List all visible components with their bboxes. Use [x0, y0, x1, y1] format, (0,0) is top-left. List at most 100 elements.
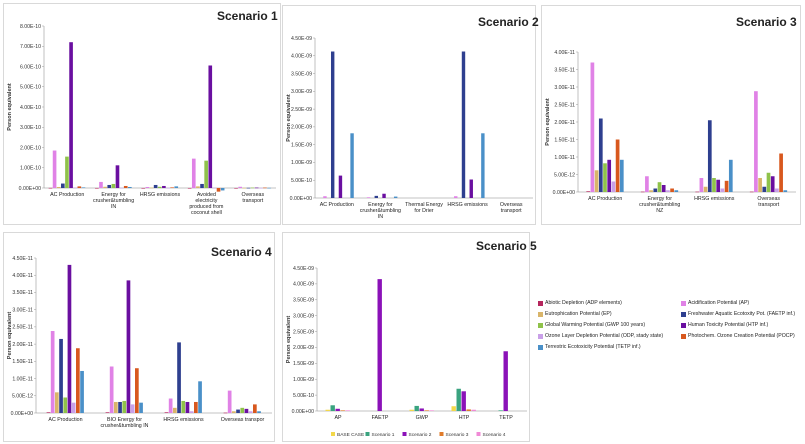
bar-odp	[189, 411, 194, 413]
chart-panel-scenario-2: 0.00E+00 5.00E-10 1.00E-09 1.50E-09 2.00E-09…	[282, 5, 539, 225]
bar-gwp	[181, 400, 186, 413]
y-tick-label: 1.00E-09	[291, 160, 312, 166]
bar-faetp	[374, 195, 378, 198]
bar-acidification	[590, 62, 595, 192]
bar-tetp	[481, 133, 485, 198]
bar-acidification	[754, 91, 758, 192]
legend-label: Ozone Layer Depletion Potential (ODP, st…	[545, 333, 664, 339]
y-tick-label: 5.00E-10	[20, 85, 41, 91]
bar-htp	[607, 159, 612, 192]
legend-swatch	[681, 322, 686, 328]
y-tick-label: 8.00E-10	[20, 24, 41, 30]
y-tick-label: 3.50E-11	[554, 67, 575, 73]
bar-abiotic	[48, 187, 53, 189]
bar-gwp	[240, 407, 245, 413]
bar-gwp	[603, 163, 607, 192]
bar-tetp	[139, 402, 143, 413]
bar-eutrophication	[103, 186, 107, 188]
legend-item-eutrophication: Eutrophication Potential (EP)	[538, 311, 612, 317]
bar-scenario1	[330, 405, 335, 411]
bar-tetp	[674, 190, 679, 192]
bar-scenario3	[340, 410, 345, 411]
y-tick-label: 4.00E-11	[12, 273, 33, 279]
bar-gwp	[766, 172, 771, 192]
x-category-label: Overseas transport	[757, 196, 780, 208]
bar-faetp	[153, 184, 158, 188]
y-tick-label: 1.00E-11	[554, 155, 575, 161]
bar-eutrophication	[114, 401, 118, 413]
bar-pocp	[670, 188, 674, 192]
legend-swatch	[538, 300, 543, 306]
bar-scenario2	[335, 408, 340, 411]
bar-faetp	[200, 183, 204, 188]
legend-label: Terrestric Ecotoxicity Potential (TETP i…	[545, 344, 641, 350]
legend-item-htp: Human Toxicity Potential (HTP inf.)	[681, 322, 768, 328]
bar-acidification	[50, 331, 55, 413]
chart-panel-scenario-1: 0.00E+00 1.00E-10 2.00E-10 3.00E-10 4.00E-10…	[3, 3, 281, 225]
y-tick-label: 4.50E-11	[12, 256, 33, 262]
bar-scenario3	[424, 410, 429, 411]
x-category-label: AC Production	[320, 202, 354, 208]
x-category-label: AC Production	[50, 192, 84, 198]
legend-swatch	[365, 432, 370, 436]
legend-swatch	[538, 311, 543, 317]
y-tick-label: 4.00E-10	[20, 105, 41, 111]
bar-tetp	[350, 133, 354, 198]
bar-abiotic	[141, 187, 146, 189]
bar-odp	[73, 187, 78, 189]
bar-acidification	[238, 186, 242, 188]
bar-faetp	[59, 338, 63, 413]
bar-tetp	[257, 411, 261, 413]
bar-pocp	[194, 401, 198, 413]
bar-eutrophication	[173, 407, 177, 413]
bar-eutrophication	[196, 186, 200, 188]
bar-odp	[71, 402, 76, 413]
chart-panel-scenario-4: 0.00E+00 5.00E-12 1.00E-11 1.50E-11 2.00E-11…	[3, 232, 275, 442]
x-category-label: BIO Energy for crusher&tumbling IN	[101, 417, 149, 429]
y-tick-label: 3.00E-10	[20, 125, 41, 131]
x-category-label: AC Production	[588, 196, 622, 202]
y-tick-label: 3.00E-09	[291, 89, 312, 95]
bar-odp	[720, 188, 725, 192]
x-category-label: Thermal Energy for Drier	[405, 202, 443, 214]
bar-pocp	[135, 368, 139, 413]
legend-label: Acidification Potential (AP)	[688, 300, 750, 306]
bar-htp	[338, 175, 343, 198]
y-tick-label: 5.00E-12	[12, 394, 33, 400]
y-tick-label: 0.00E+00	[292, 409, 314, 415]
bar-tetp	[728, 159, 733, 192]
bar-abiotic	[695, 191, 700, 193]
bar-abiotic	[586, 191, 591, 192]
y-tick-label: 0.00E+00	[553, 190, 575, 196]
x-category-label: Energy for crusher&tumbling IN	[360, 202, 401, 220]
legend-swatch	[538, 333, 543, 339]
bar-pocp	[77, 186, 82, 188]
bar-tetp	[783, 190, 788, 192]
legend-item-pocp: Photochem. Ozone Creation Potential (POC…	[681, 333, 795, 339]
bar-abiotic	[164, 412, 169, 413]
bar-faetp	[461, 51, 466, 199]
x-category-label: Overseas transpor	[221, 417, 265, 423]
x-category-label: FAETP	[372, 415, 389, 421]
bar-odp	[166, 187, 170, 189]
bar-tetp	[220, 188, 225, 191]
bar-htp	[162, 185, 166, 188]
bar-htp	[69, 42, 73, 189]
bar-odp	[611, 181, 616, 192]
legend-label: Freshwater Aquatic Ecotoxity Pot. (FAETP…	[688, 311, 796, 317]
x-category-label: Avoided electricity produced from coconut s…	[189, 192, 224, 216]
bar-faetp	[653, 188, 658, 192]
bar-pocp	[216, 188, 221, 192]
bar-scenario4	[429, 410, 434, 411]
bar-acidification	[52, 150, 57, 188]
y-tick-label: 1.00E-11	[12, 376, 33, 382]
y-tick-label: 7.00E-10	[20, 44, 41, 50]
bar-acidification	[168, 398, 173, 413]
legend-label: Eutrophication Potential (EP)	[545, 311, 612, 317]
bar-abiotic	[95, 187, 99, 189]
y-tick-label: 2.00E-11	[554, 120, 575, 126]
bar-scenario4	[345, 410, 350, 411]
bar-htp	[67, 264, 72, 413]
bar-acidification	[109, 366, 114, 413]
y-tick-label: 2.00E-11	[12, 342, 33, 348]
